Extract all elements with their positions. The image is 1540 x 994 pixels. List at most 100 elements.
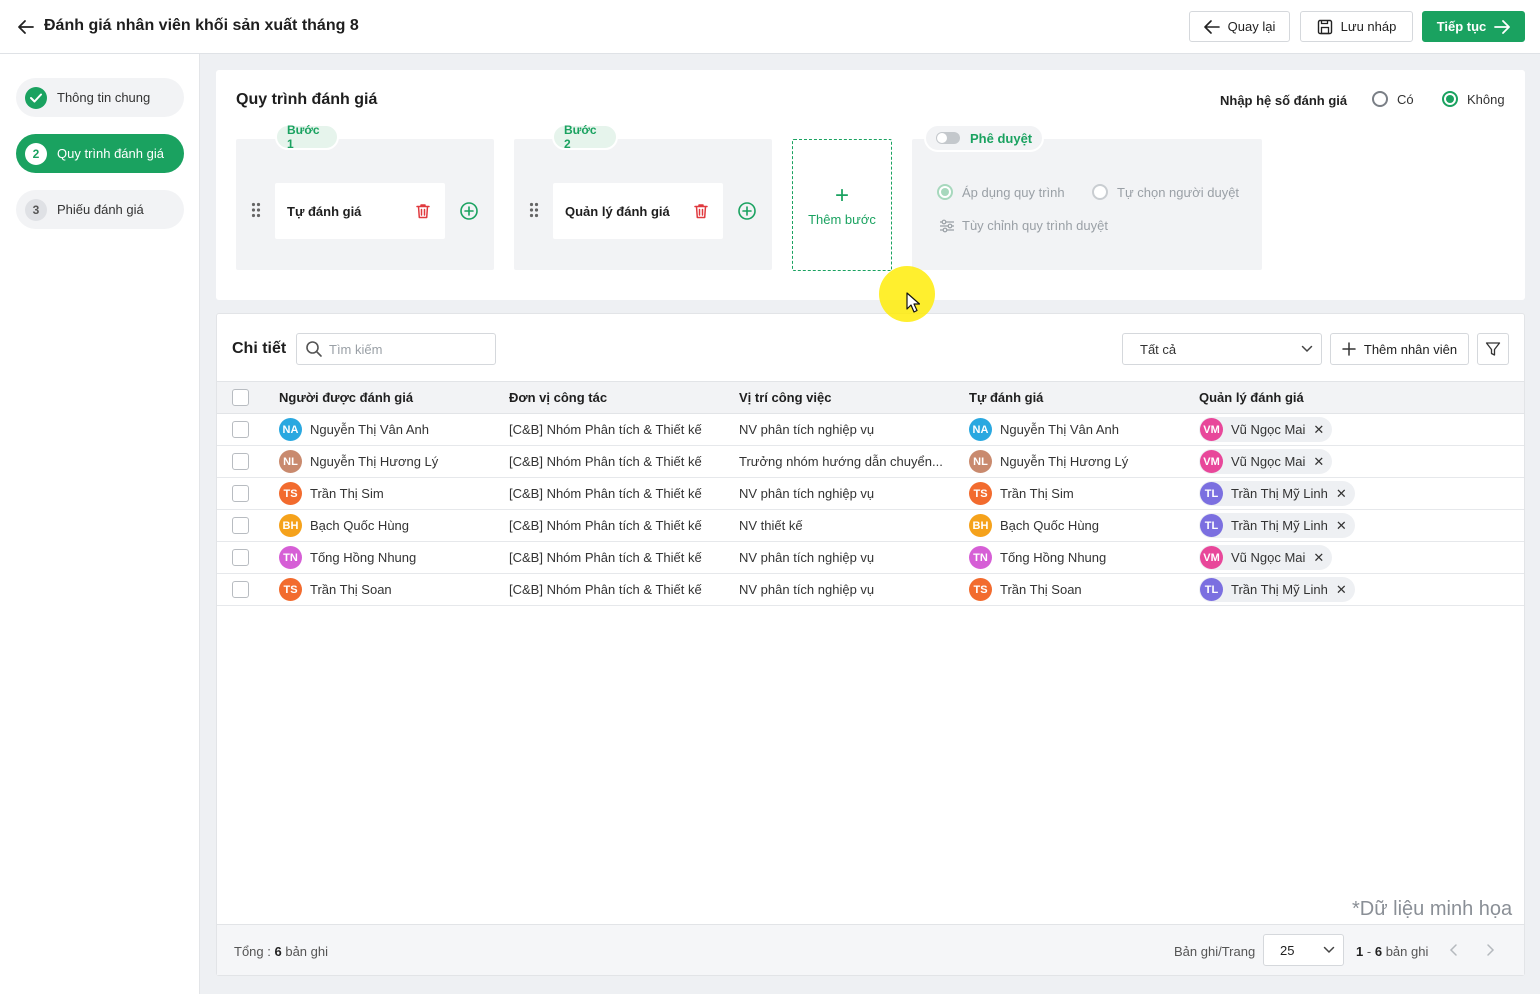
search-input[interactable] — [329, 341, 489, 357]
row-checkbox[interactable] — [232, 517, 249, 534]
self-eval-cell: NA Nguyễn Thị Vân Anh — [969, 414, 1194, 445]
unit-cell: [C&B] Nhóm Phân tích & Thiết kế — [509, 478, 734, 509]
back-button[interactable]: Quay lại — [1189, 11, 1290, 42]
range-separator: - — [1366, 944, 1372, 959]
column-header: Người được đánh giá — [279, 390, 414, 405]
row-checkbox[interactable] — [232, 549, 249, 566]
total-count: 6 — [274, 944, 282, 959]
manager-chip[interactable]: TL Trần Thị Mỹ Linh ✕ — [1199, 577, 1355, 602]
remove-icon[interactable]: ✕ — [1335, 485, 1347, 501]
approval-choose-radio[interactable]: Tự chọn người duyệt — [1092, 184, 1239, 200]
select-all-checkbox[interactable] — [232, 389, 249, 406]
position-cell: NV thiết kế — [739, 510, 964, 541]
approval-apply-radio[interactable]: Áp dụng quy trình — [937, 184, 1065, 200]
manager-chip[interactable]: VM Vũ Ngọc Mai ✕ — [1199, 449, 1333, 474]
manager-chip[interactable]: TL Trần Thị Mỹ Linh ✕ — [1199, 513, 1355, 538]
radio-label: Áp dụng quy trình — [962, 184, 1065, 200]
per-page-select[interactable]: 25 — [1263, 934, 1344, 966]
add-employee-button[interactable]: Thêm nhân viên — [1330, 333, 1469, 365]
manager-cell: TL Trần Thị Mỹ Linh ✕ — [1199, 574, 1499, 605]
next-page-icon[interactable] — [1482, 942, 1498, 958]
approval-toggle[interactable] — [936, 132, 960, 144]
detail-card: Chi tiết Tất cả Thêm nhân viên Người đượ… — [216, 313, 1525, 976]
manager-name: Vũ Ngọc Mai — [1231, 454, 1306, 469]
step-tag: Bước 1 — [275, 123, 339, 151]
position-cell: NV phân tích nghiệp vụ — [739, 542, 964, 573]
coefficient-no-radio[interactable]: Không — [1442, 91, 1505, 107]
wizard-step-process[interactable]: 2 Quy trình đánh giá — [16, 134, 184, 173]
drag-handle-icon[interactable] — [529, 202, 539, 218]
unit-text: [C&B] Nhóm Phân tích & Thiết kế — [509, 486, 702, 501]
self-eval-cell: TS Trần Thị Sim — [969, 478, 1194, 509]
table-row[interactable]: TS Trần Thị Sim [C&B] Nhóm Phân tích & Thi… — [217, 478, 1524, 510]
filter-icon — [1485, 342, 1501, 356]
add-circle-icon[interactable] — [737, 201, 757, 221]
search-icon — [306, 341, 322, 357]
step-name: Quản lý đánh giá — [553, 183, 723, 239]
range-end: 6 — [1374, 944, 1383, 959]
save-draft-label: Lưu nháp — [1340, 19, 1397, 34]
evaluatee-cell: TS Trần Thị Soan — [279, 574, 504, 605]
check-icon — [25, 86, 47, 109]
position-text: NV phân tích nghiệp vụ — [739, 422, 875, 437]
avatar: TS — [969, 482, 992, 505]
process-card: Quy trình đánh giá Nhập hệ số đánh giá C… — [216, 70, 1525, 300]
range-suffix: bản ghi — [1385, 944, 1429, 959]
wizard-step-general-info[interactable]: Thông tin chung — [16, 78, 184, 117]
filter-button[interactable] — [1477, 333, 1509, 365]
remove-icon[interactable]: ✕ — [1335, 517, 1347, 533]
evaluatee-name: Nguyễn Thị Vân Anh — [310, 422, 430, 437]
top-bar: Đánh giá nhân viên khối sản xuất tháng 8… — [0, 0, 1540, 54]
manager-chip[interactable]: VM Vũ Ngọc Mai ✕ — [1199, 417, 1333, 442]
step-number: 2 — [25, 142, 47, 165]
table-row[interactable]: NA Nguyễn Thị Vân Anh [C&B] Nhóm Phân tích… — [217, 414, 1524, 446]
self-eval-name: Trần Thị Soan — [1000, 582, 1082, 597]
continue-label: Tiếp tục — [1436, 19, 1487, 34]
continue-button[interactable]: Tiếp tục — [1422, 11, 1525, 42]
status-filter-select[interactable]: Tất cả — [1122, 333, 1322, 365]
radio-circle — [1092, 184, 1108, 200]
prev-page-icon[interactable] — [1446, 942, 1462, 958]
table-row[interactable]: NL Nguyễn Thị Hương Lý [C&B] Nhóm Phân tíc… — [217, 446, 1524, 478]
add-circle-icon[interactable] — [459, 201, 479, 221]
wizard-step-form[interactable]: 3 Phiếu đánh giá — [16, 190, 184, 229]
manager-cell: TL Trần Thị Mỹ Linh ✕ — [1199, 478, 1499, 509]
customize-approval-link[interactable]: Tùy chỉnh quy trình duyệt — [939, 218, 1108, 233]
remove-icon[interactable]: ✕ — [1313, 453, 1325, 469]
drag-handle-icon[interactable] — [251, 202, 261, 218]
manager-name: Trần Thị Mỹ Linh — [1231, 518, 1328, 533]
remove-icon[interactable]: ✕ — [1335, 581, 1347, 597]
step-number: 3 — [25, 198, 47, 221]
plus-icon: + — [834, 181, 849, 209]
approval-box: Phê duyệt Áp dụng quy trình Tự chọn ngườ… — [912, 124, 1262, 270]
manager-name: Vũ Ngọc Mai — [1231, 422, 1306, 437]
coefficient-yes-radio[interactable]: Có — [1372, 91, 1414, 107]
table-header: Người được đánh giá Đơn vị công tác Vị t… — [217, 381, 1524, 414]
manager-chip[interactable]: TL Trần Thị Mỹ Linh ✕ — [1199, 481, 1355, 506]
add-step-button[interactable]: + Thêm bước — [792, 139, 892, 271]
column-header: Quản lý đánh giá — [1199, 390, 1304, 405]
back-arrow-icon[interactable] — [16, 17, 36, 37]
table-row[interactable]: BH Bạch Quốc Hùng [C&B] Nhóm Phân tích & T… — [217, 510, 1524, 542]
row-checkbox[interactable] — [232, 421, 249, 438]
table-row[interactable]: TS Trần Thị Soan [C&B] Nhóm Phân tích & Th… — [217, 574, 1524, 606]
manager-chip[interactable]: VM Vũ Ngọc Mai ✕ — [1199, 545, 1333, 570]
remove-icon[interactable]: ✕ — [1313, 549, 1325, 565]
self-eval-cell: TS Trần Thị Soan — [969, 574, 1194, 605]
trash-icon[interactable] — [414, 202, 432, 220]
trash-icon[interactable] — [692, 202, 710, 220]
detail-title: Chi tiết — [232, 340, 287, 357]
total-label: Tổng : — [234, 944, 271, 959]
row-checkbox[interactable] — [232, 453, 249, 470]
position-cell: NV phân tích nghiệp vụ — [739, 414, 964, 445]
arrow-left-icon — [1203, 19, 1220, 34]
add-employee-label: Thêm nhân viên — [1363, 341, 1458, 357]
row-checkbox[interactable] — [232, 485, 249, 502]
remove-icon[interactable]: ✕ — [1313, 421, 1325, 437]
row-checkbox[interactable] — [232, 581, 249, 598]
unit-text: [C&B] Nhóm Phân tích & Thiết kế — [509, 582, 702, 597]
save-draft-button[interactable]: Lưu nháp — [1300, 11, 1413, 42]
table-row[interactable]: TN Tống Hồng Nhung [C&B] Nhóm Phân tích & … — [217, 542, 1524, 574]
manager-cell: VM Vũ Ngọc Mai ✕ — [1199, 414, 1499, 445]
wizard-step-label: Quy trình đánh giá — [57, 146, 164, 161]
